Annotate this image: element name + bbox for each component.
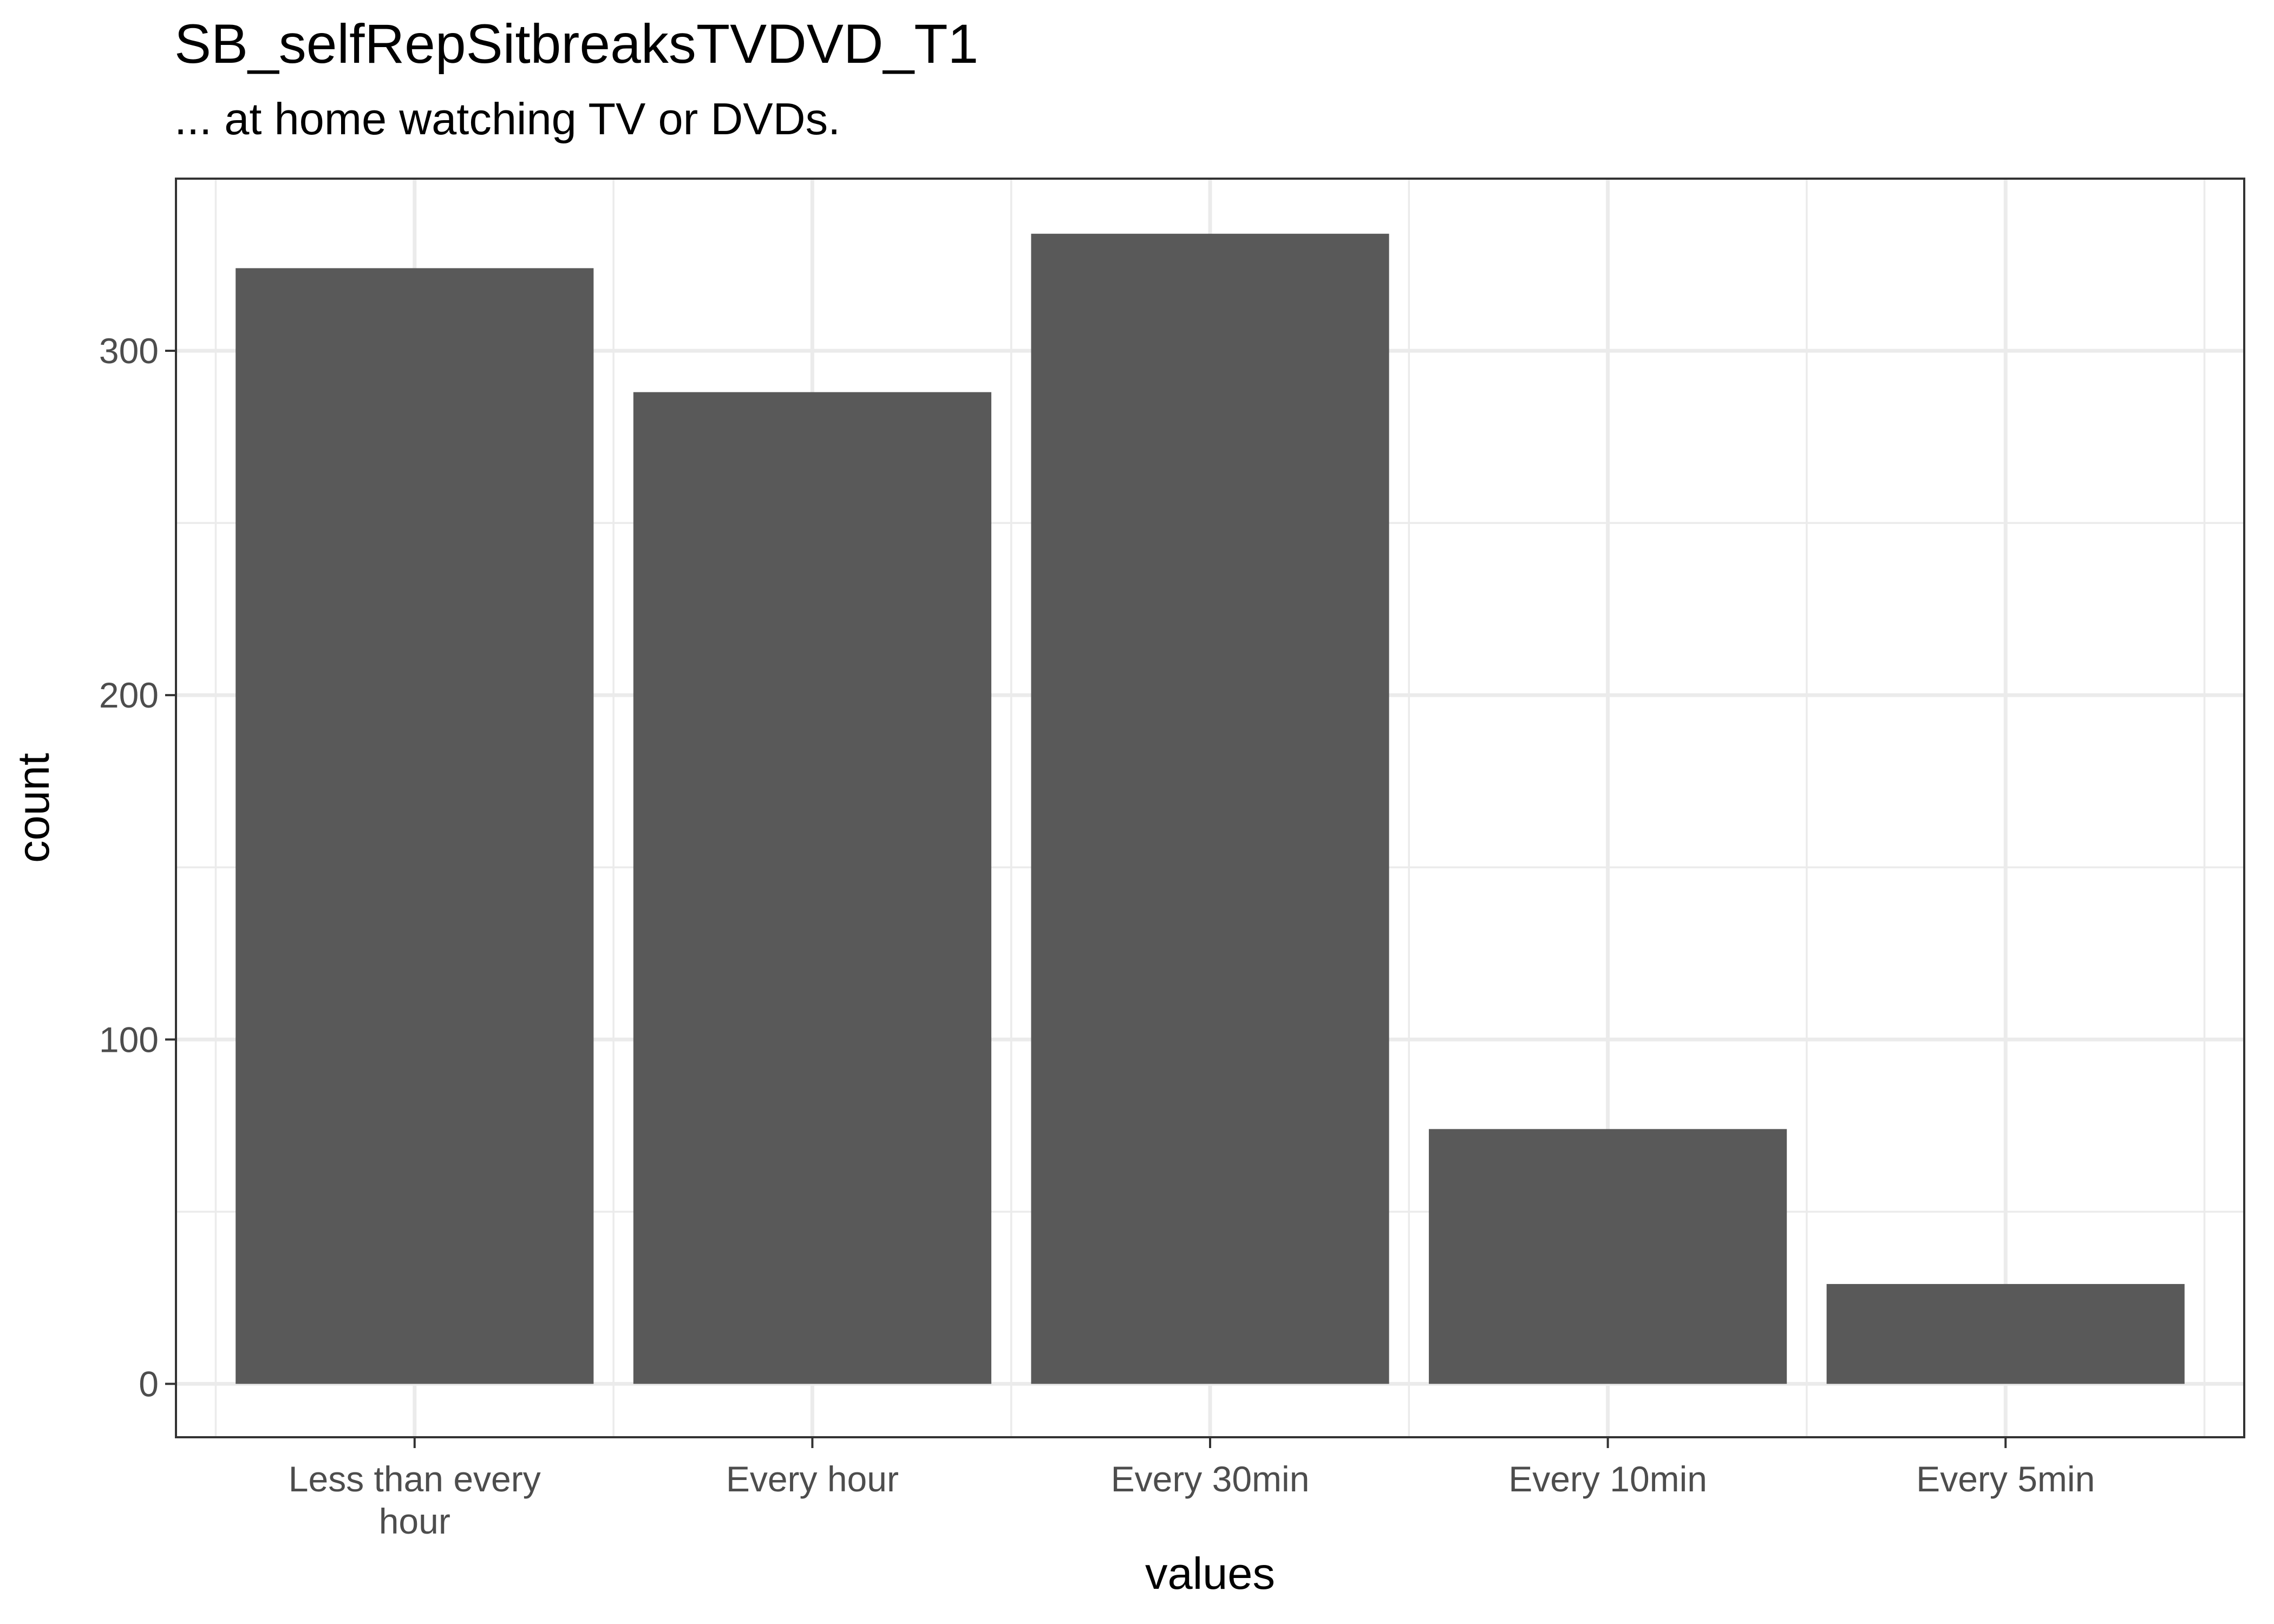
bar xyxy=(1429,1129,1787,1384)
x-tick-label: Every 10min xyxy=(1508,1459,1707,1499)
x-tick-label: Every hour xyxy=(726,1459,899,1499)
x-axis: Less than every hour Every hour Every 30min… xyxy=(289,1437,2095,1541)
chart-title: SB_selfRepSitbreaksTVDVD_T1 xyxy=(174,13,979,75)
y-axis: 0 100 200 300 xyxy=(99,331,176,1404)
bar xyxy=(633,392,991,1384)
bar xyxy=(236,268,594,1384)
y-tick-label: 0 xyxy=(139,1364,159,1404)
y-tick-label: 100 xyxy=(99,1019,159,1059)
bars xyxy=(236,233,2185,1384)
bar xyxy=(1826,1284,2185,1384)
x-tick-label: Every 5min xyxy=(1916,1459,2095,1499)
y-tick-label: 300 xyxy=(99,331,159,371)
y-axis-title: count xyxy=(8,753,58,863)
y-tick-label: 200 xyxy=(99,675,159,715)
x-axis-title: values xyxy=(1145,1548,1275,1599)
bar xyxy=(1031,233,1389,1384)
chart-subtitle: ... at home watching TV or DVDs. xyxy=(174,94,841,144)
x-tick-label: Less than every hour xyxy=(289,1459,541,1541)
x-tick-label: Every 30min xyxy=(1111,1459,1310,1499)
